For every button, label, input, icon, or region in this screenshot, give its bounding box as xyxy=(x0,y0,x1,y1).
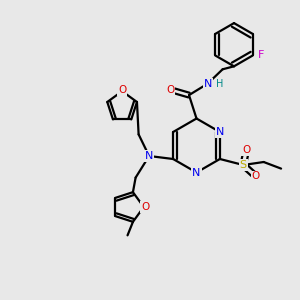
Text: N: N xyxy=(145,151,153,161)
Text: O: O xyxy=(252,171,260,182)
Text: N: N xyxy=(192,167,201,178)
Text: S: S xyxy=(240,160,247,170)
Text: N: N xyxy=(216,127,224,137)
Text: O: O xyxy=(118,85,126,95)
Text: F: F xyxy=(258,50,264,61)
Text: H: H xyxy=(216,79,224,89)
Text: O: O xyxy=(141,202,149,212)
Text: O: O xyxy=(242,145,250,155)
Text: N: N xyxy=(203,79,212,89)
Text: O: O xyxy=(166,85,175,95)
